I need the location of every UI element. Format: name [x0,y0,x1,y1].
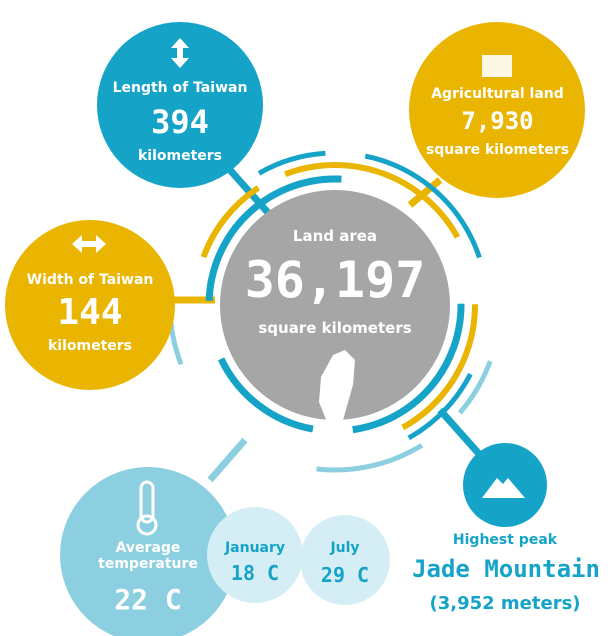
unit: kilometers [137,148,223,164]
ring [205,175,465,435]
peak-label: Highest peak [452,532,558,548]
value: 22 C [114,583,182,616]
connector [407,177,443,208]
length-circle [97,22,263,188]
arrow-icon [171,38,189,68]
taiwan-shape [319,350,355,430]
month-label: July [330,540,360,556]
ring [180,150,490,460]
thermometer-icon [136,514,158,536]
unit: square kilometers [425,142,570,158]
connector [207,437,248,483]
arrow-icon [72,235,106,253]
value: 144 [57,292,123,333]
label: Agricultural land [431,86,564,102]
july-circle [300,515,390,605]
value: 394 [151,103,209,141]
mountain-icon [482,478,525,498]
ring [167,137,503,473]
unit: kilometers [47,338,133,354]
label: Length of Taiwan [112,80,248,96]
label: Land area [292,227,378,245]
january-circle [207,507,303,603]
temperature-circle [60,467,236,636]
month-value: 29 C [320,563,370,587]
width-circle [5,220,175,390]
agriculture-circle [409,22,585,198]
unit: square kilometers [258,319,412,337]
center-circle [220,190,450,420]
value: 7,930 [461,107,534,135]
month-label: January [224,540,286,556]
connector [437,407,483,458]
label: Width of Taiwan [26,272,154,288]
peak-name: Jade Mountain [412,555,600,583]
value: 36,197 [244,251,426,309]
field-icon [482,55,512,77]
month-value: 18 C [230,561,280,585]
thermometer-icon [139,480,155,524]
label: Average temperature [98,540,198,573]
peak-height: (3,952 meters) [429,593,581,614]
ring [192,162,478,448]
